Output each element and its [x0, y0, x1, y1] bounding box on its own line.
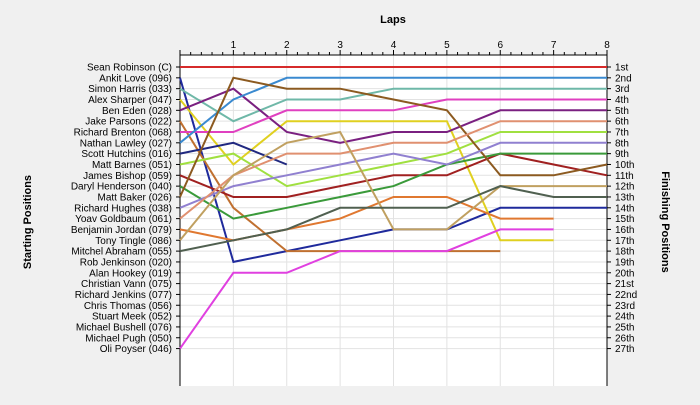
- finishing-position-label: 20th: [615, 268, 634, 279]
- finishing-position-label: 27th: [615, 344, 634, 355]
- starting-position-label: Yoav Goldbaum (061): [75, 214, 172, 225]
- series-line: [179, 120, 607, 220]
- series-line: [179, 152, 608, 198]
- series-line: [179, 87, 607, 144]
- series-line: [179, 228, 554, 350]
- x-tick-label: 3: [337, 40, 343, 51]
- left-axis-title: Starting Positions: [22, 175, 34, 269]
- starting-position-label: Alex Sharper (047): [88, 95, 172, 106]
- finishing-position-label: 4th: [615, 95, 629, 106]
- x-tick-label: 4: [391, 40, 397, 51]
- finishing-position-label: 9th: [615, 149, 629, 160]
- starting-position-label: Alan Hookey (019): [89, 268, 172, 279]
- finishing-position-label: 25th: [615, 322, 634, 333]
- starting-position-label: Tony Tingle (086): [95, 236, 172, 247]
- series-line: [179, 185, 607, 253]
- starting-position-label: Jake Parsons (022): [85, 117, 172, 128]
- series-line: [179, 76, 608, 198]
- starting-position-label: Mitchel Abraham (055): [71, 247, 172, 258]
- starting-position-label: Rob Jenkinson (020): [80, 257, 172, 268]
- x-tick-label: 2: [284, 40, 290, 51]
- finishing-position-label: 12th: [615, 182, 634, 193]
- finishing-position-label: 15th: [615, 214, 634, 225]
- finishing-position-label: 23rd: [615, 301, 635, 312]
- starting-position-label: Benjamin Jordan (079): [71, 225, 172, 236]
- finishing-position-label: 18th: [615, 247, 634, 258]
- series-line: [179, 87, 607, 123]
- finishing-position-label: 11th: [615, 171, 634, 182]
- series-line: [179, 76, 607, 144]
- finishing-position-label: 10th: [615, 160, 634, 171]
- starting-position-label: Matt Baker (026): [98, 192, 172, 203]
- starting-position-label: Richard Jenkins (077): [75, 290, 172, 301]
- finishing-position-label: 6th: [615, 117, 629, 128]
- finishing-position-label: 8th: [615, 138, 629, 149]
- series-line: [179, 130, 607, 241]
- finishing-position-label: 7th: [615, 127, 629, 138]
- series-line: [179, 141, 288, 166]
- finishing-position-label: 3rd: [615, 84, 629, 95]
- right-axis-title: Finishing Positions: [659, 171, 671, 272]
- starting-position-label: Sean Robinson (C): [87, 63, 172, 74]
- starting-position-label: Scott Hutchins (016): [81, 149, 172, 160]
- starting-position-label: Ankit Love (096): [99, 73, 172, 84]
- finishing-position-label: 5th: [615, 106, 629, 117]
- series-line: [180, 98, 607, 133]
- finishing-position-label: 13th: [615, 192, 634, 203]
- finishing-position-label: 24th: [615, 312, 634, 323]
- x-axis-title: Laps: [380, 14, 406, 26]
- finishing-position-label: 19th: [615, 257, 634, 268]
- starting-position-label: Oli Poyser (046): [100, 344, 172, 355]
- finishing-position-label: 1st: [615, 63, 629, 74]
- starting-position-label: Matt Barnes (051): [92, 160, 172, 171]
- finishing-position-label: 14th: [615, 203, 634, 214]
- plot-area: 1 2 3 4 5 6 7 8 Sean Robinson (C)Ankit Love (096…: [71, 40, 637, 386]
- series-line: [179, 141, 607, 209]
- finishing-position-label: 22nd: [615, 290, 637, 301]
- starting-position-label: Christian Vann (075): [81, 279, 172, 290]
- starting-position-label: Stuart Meek (052): [92, 312, 172, 323]
- x-tick-label: 6: [497, 40, 503, 51]
- finishing-position-label: 17th: [615, 236, 634, 247]
- starting-position-label: James Bishop (059): [83, 171, 172, 182]
- x-tick-label: 7: [551, 40, 557, 51]
- starting-position-label: Richard Hughes (038): [74, 203, 172, 214]
- x-tick-label: 1: [231, 40, 237, 51]
- starting-position-label: Simon Harris (033): [88, 84, 172, 95]
- starting-position-label: Ben Eden (028): [102, 106, 172, 117]
- finishing-position-label: 21st: [615, 279, 634, 290]
- starting-position-label: Michael Bushell (076): [76, 322, 172, 333]
- series-line: [179, 152, 607, 220]
- x-tick-label: 5: [444, 40, 450, 51]
- starting-position-label: Richard Brenton (068): [74, 127, 172, 138]
- series-line: [179, 98, 554, 242]
- x-tick-label: 8: [604, 40, 610, 51]
- starting-position-label: Daryl Henderson (040): [71, 182, 172, 193]
- finishing-position-label: 26th: [615, 333, 634, 344]
- finishing-position-label: 2nd: [615, 73, 632, 84]
- finishing-position-label: 16th: [615, 225, 634, 236]
- starting-position-label: Michael Pugh (050): [85, 333, 172, 344]
- starting-position-label: Chris Thomas (056): [84, 301, 172, 312]
- starting-position-label: Nathan Lawley (027): [80, 138, 172, 149]
